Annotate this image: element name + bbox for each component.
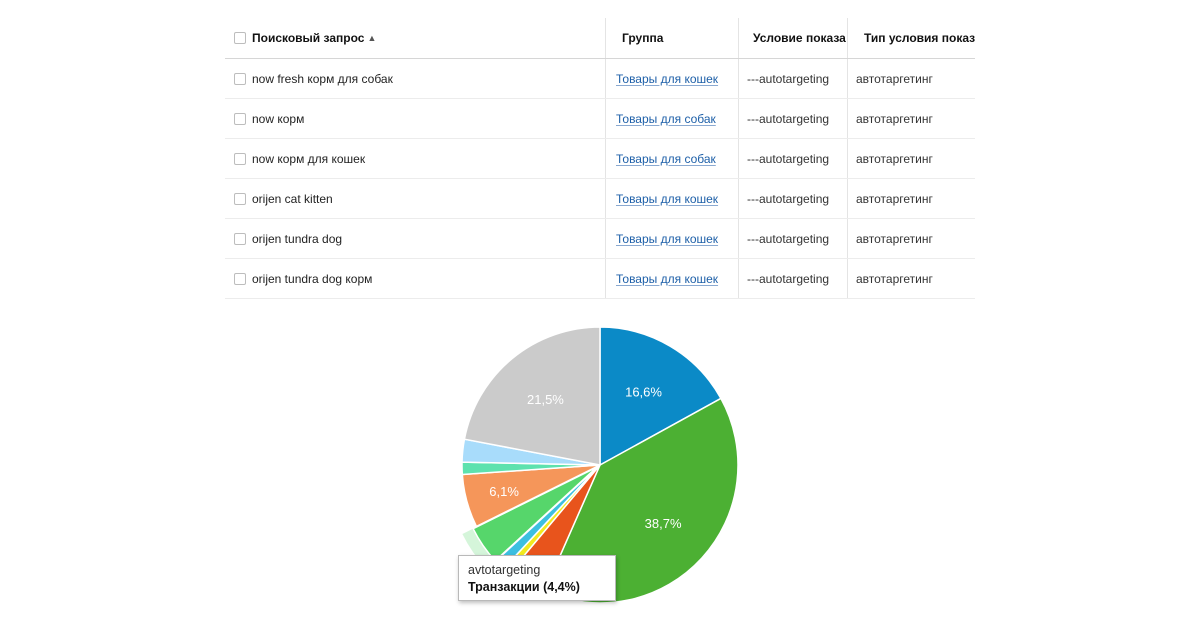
table-row: orijen tundra dog корм Товары для кошек … [225, 259, 975, 299]
row-checkbox[interactable] [234, 152, 246, 165]
condition-cell: ---autotargeting [738, 99, 847, 138]
table-row: now корм для кошек Товары для собак ---a… [225, 139, 975, 179]
row-checkbox[interactable] [234, 272, 246, 285]
tooltip-value: Транзакции (4,4%) [468, 580, 580, 594]
header-group[interactable]: Группа [605, 18, 738, 58]
condition-text: ---autotargeting [747, 151, 830, 166]
pie-slice-label: 21,5% [527, 392, 564, 407]
tooltip-title: avtotargeting [468, 563, 541, 577]
pie-chart-svg: 16,6% 38,7% 6,1% 21,5% [461, 326, 739, 604]
pie-slice-2[interactable] [543, 397, 739, 604]
query-cell: now fresh корм для собак [225, 59, 605, 98]
condition-type-cell: автотаргетинг [847, 179, 975, 218]
query-text: now fresh корм для собак [252, 71, 393, 86]
table-row: orijen cat kitten Товары для кошек ---au… [225, 179, 975, 219]
table-header: Поисковый запрос ▲ Группа Условие показа… [225, 18, 975, 59]
condition-type-cell: автотаргетинг [847, 259, 975, 298]
table-row: now корм Товары для собак ---autotargeti… [225, 99, 975, 139]
pie-chart: 16,6% 38,7% 6,1% 21,5% [440, 310, 760, 620]
header-condition-type-label: Тип условия показа [864, 31, 975, 45]
query-text: orijen cat kitten [252, 191, 333, 206]
group-cell: Товары для кошек [605, 59, 738, 98]
condition-type-text: автотаргетинг [856, 231, 933, 246]
pie-slice-label: 38,7% [645, 516, 682, 531]
group-link[interactable]: Товары для собак [616, 151, 716, 166]
query-cell: now корм для кошек [225, 139, 605, 178]
group-link[interactable]: Товары для кошек [616, 271, 719, 286]
condition-cell: ---autotargeting [738, 59, 847, 98]
query-text: orijen tundra dog корм [252, 271, 373, 286]
header-condition-type[interactable]: Тип условия показа [847, 18, 975, 58]
group-link[interactable]: Товары для кошек [616, 231, 719, 246]
group-cell: Товары для кошек [605, 179, 738, 218]
header-condition-label: Условие показа [753, 31, 846, 45]
table-row: now fresh корм для собак Товары для коше… [225, 59, 975, 99]
query-text: orijen tundra dog [252, 231, 343, 246]
condition-cell: ---autotargeting [738, 179, 847, 218]
condition-type-cell: автотаргетинг [847, 59, 975, 98]
chart-tooltip: avtotargeting Транзакции (4,4%) [458, 555, 616, 601]
pie-slice-10[interactable] [463, 326, 601, 466]
group-link[interactable]: Товары для собак [616, 111, 716, 126]
group-link[interactable]: Товары для кошек [616, 71, 719, 86]
pie-slice-1[interactable] [599, 326, 722, 466]
group-cell: Товары для кошек [605, 259, 738, 298]
group-cell: Товары для собак [605, 99, 738, 138]
condition-type-text: автотаргетинг [856, 271, 933, 286]
header-query[interactable]: Поисковый запрос ▲ [225, 18, 605, 58]
query-cell: orijen tundra dog [225, 219, 605, 258]
condition-text: ---autotargeting [747, 111, 830, 126]
pie-slice-label: 16,6% [625, 384, 662, 399]
query-cell: orijen cat kitten [225, 179, 605, 218]
condition-text: ---autotargeting [747, 271, 830, 286]
row-checkbox[interactable] [234, 232, 246, 245]
group-cell: Товары для собак [605, 139, 738, 178]
condition-type-cell: автотаргетинг [847, 219, 975, 258]
pie-slice-label: 6,1% [489, 484, 519, 499]
header-group-label: Группа [622, 31, 664, 45]
search-queries-table: Поисковый запрос ▲ Группа Условие показа… [225, 18, 975, 299]
sort-asc-icon[interactable]: ▲ [367, 33, 377, 43]
condition-type-text: автотаргетинг [856, 71, 933, 86]
condition-cell: ---autotargeting [738, 219, 847, 258]
condition-text: ---autotargeting [747, 71, 830, 86]
condition-text: ---autotargeting [747, 231, 830, 246]
condition-type-cell: автотаргетинг [847, 139, 975, 178]
row-checkbox[interactable] [234, 112, 246, 125]
condition-type-text: автотаргетинг [856, 191, 933, 206]
condition-cell: ---autotargeting [738, 139, 847, 178]
group-link[interactable]: Товары для кошек [616, 191, 719, 206]
table-row: orijen tundra dog Товары для кошек ---au… [225, 219, 975, 259]
query-text: now корм для кошек [252, 151, 366, 166]
header-condition[interactable]: Условие показа [738, 18, 847, 58]
header-query-label: Поисковый запрос [252, 31, 365, 45]
condition-cell: ---autotargeting [738, 259, 847, 298]
query-cell: now корм [225, 99, 605, 138]
condition-type-text: автотаргетинг [856, 111, 933, 126]
query-cell: orijen tundra dog корм [225, 259, 605, 298]
row-checkbox[interactable] [234, 192, 246, 205]
row-checkbox[interactable] [234, 72, 246, 85]
condition-type-text: автотаргетинг [856, 151, 933, 166]
select-all-checkbox[interactable] [234, 32, 246, 44]
condition-text: ---autotargeting [747, 191, 830, 206]
group-cell: Товары для кошек [605, 219, 738, 258]
query-text: now корм [252, 111, 305, 126]
condition-type-cell: автотаргетинг [847, 99, 975, 138]
